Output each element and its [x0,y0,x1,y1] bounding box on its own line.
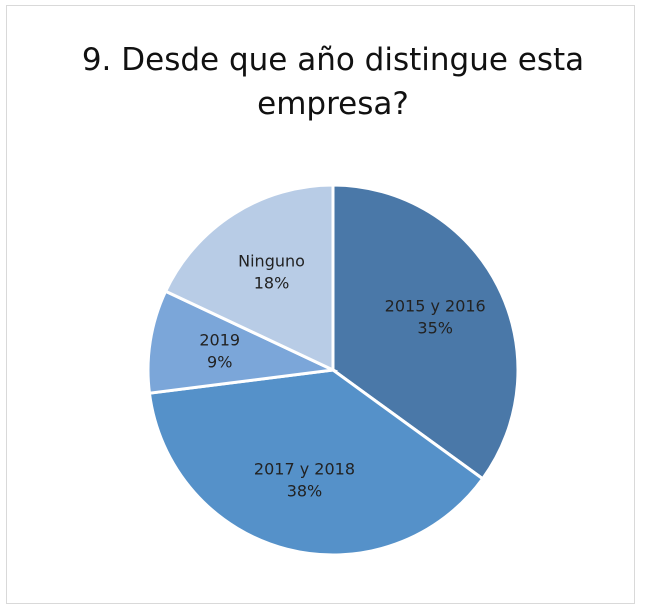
slice-category-label: 2019 [199,331,240,350]
slice-category-label: 2017 y 2018 [254,460,355,479]
pie-slice [146,289,339,395]
slice-value-label: 9% [207,353,232,372]
slice-category-label: 2015 y 2016 [385,296,486,315]
chart-frame [6,5,635,604]
pie-slice [147,368,485,557]
slice-value-label: 18% [254,274,290,293]
slice-value-label: 35% [417,318,453,337]
pie-slice [331,183,520,481]
slice-value-label: 38% [287,482,323,501]
slice-category-label: Ninguno [238,252,305,271]
chart-title: 9. Desde que año distingue esta empresa? [81,42,585,122]
pie-slice [163,183,335,373]
